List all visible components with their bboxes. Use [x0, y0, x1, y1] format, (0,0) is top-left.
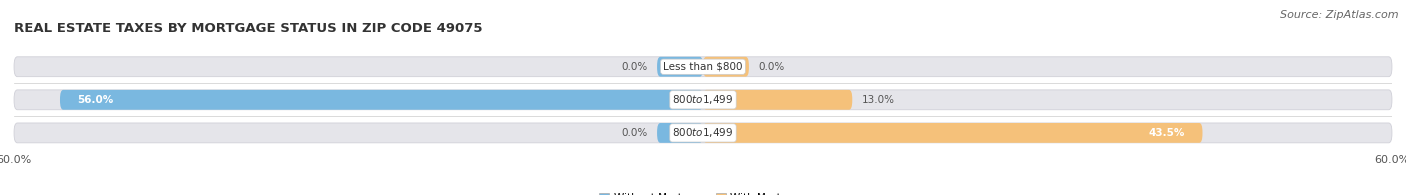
FancyBboxPatch shape — [657, 57, 703, 77]
FancyBboxPatch shape — [703, 123, 1202, 143]
Text: 0.0%: 0.0% — [621, 62, 648, 72]
FancyBboxPatch shape — [703, 90, 852, 110]
FancyBboxPatch shape — [703, 57, 749, 77]
Text: Source: ZipAtlas.com: Source: ZipAtlas.com — [1281, 10, 1399, 20]
Text: 13.0%: 13.0% — [862, 95, 894, 105]
Text: 0.0%: 0.0% — [758, 62, 785, 72]
Text: 43.5%: 43.5% — [1149, 128, 1185, 138]
Text: Less than $800: Less than $800 — [664, 62, 742, 72]
Text: $800 to $1,499: $800 to $1,499 — [672, 126, 734, 139]
FancyBboxPatch shape — [14, 57, 1392, 77]
FancyBboxPatch shape — [14, 123, 1392, 143]
FancyBboxPatch shape — [14, 90, 1392, 110]
Text: $800 to $1,499: $800 to $1,499 — [672, 93, 734, 106]
Text: 56.0%: 56.0% — [77, 95, 114, 105]
Legend: Without Mortgage, With Mortgage: Without Mortgage, With Mortgage — [595, 189, 811, 195]
Text: REAL ESTATE TAXES BY MORTGAGE STATUS IN ZIP CODE 49075: REAL ESTATE TAXES BY MORTGAGE STATUS IN … — [14, 22, 482, 35]
Text: 0.0%: 0.0% — [621, 128, 648, 138]
FancyBboxPatch shape — [60, 90, 703, 110]
FancyBboxPatch shape — [657, 123, 703, 143]
